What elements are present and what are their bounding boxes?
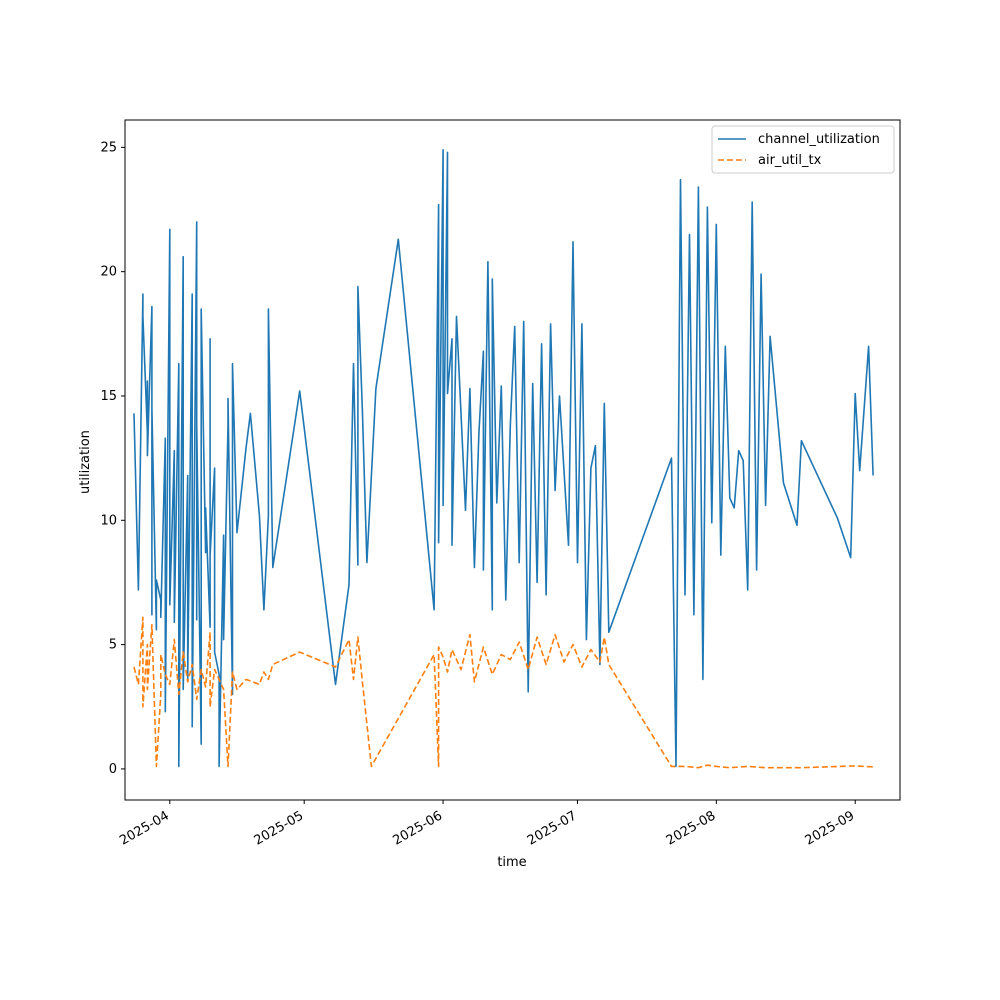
y-tick-label: 5	[109, 638, 117, 653]
series-line-air_util_tx	[133, 616, 874, 769]
x-axis-title: time	[497, 855, 526, 870]
y-tick-label: 20	[100, 265, 117, 280]
legend-label-air_util_tx: air_util_tx	[758, 153, 822, 168]
y-tick-label: 0	[109, 762, 117, 777]
series-group	[133, 149, 874, 769]
legend-label-channel_utilization: channel_utilization	[758, 132, 880, 147]
plot-area	[133, 149, 874, 769]
series-line-channel_utilization	[133, 149, 874, 768]
y-tick-label: 25	[100, 140, 117, 155]
y-tick-label: 10	[100, 513, 117, 528]
legend: channel_utilization air_util_tx	[711, 125, 895, 174]
y-axis-title: utilization	[78, 430, 93, 494]
y-tick-label: 15	[100, 389, 117, 404]
legend-box	[711, 125, 895, 174]
axes-frame	[124, 119, 901, 801]
